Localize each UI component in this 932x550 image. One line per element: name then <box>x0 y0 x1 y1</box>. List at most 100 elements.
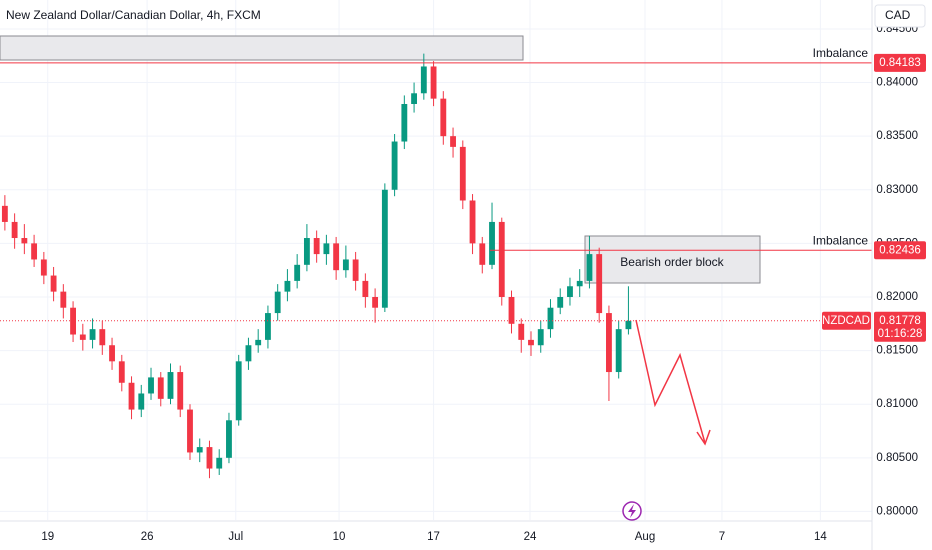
candle-body <box>479 243 486 265</box>
projection-arrow <box>635 319 706 444</box>
annotation-label: Imbalance <box>813 46 869 60</box>
y-tick-label: 0.81500 <box>876 345 918 357</box>
candle-body <box>615 329 622 373</box>
candle-body <box>255 339 262 346</box>
y-tick-label: 0.82000 <box>876 291 918 303</box>
candle-body <box>89 329 96 340</box>
x-tick-label: 19 <box>41 531 54 543</box>
candle-body <box>508 296 515 324</box>
candle-body <box>420 66 427 94</box>
candle-body <box>372 296 379 308</box>
candle-body <box>177 372 184 410</box>
candle-body <box>342 259 349 271</box>
candle-body <box>31 243 38 260</box>
candle-body <box>333 243 340 271</box>
candle-body <box>596 254 603 314</box>
imbalance-zone <box>0 35 524 61</box>
price-tag-label: 0.84183 <box>879 57 921 69</box>
candle-body <box>391 141 398 190</box>
overlay: Imbalance Imbalance <box>0 46 872 322</box>
x-tick-label: Aug <box>635 531 655 543</box>
arrow-head <box>696 429 711 446</box>
last-price-label: 0.81778 <box>879 315 921 327</box>
candle-body <box>284 280 291 292</box>
candle-body <box>187 409 193 453</box>
last-price-tag <box>874 311 926 342</box>
candle-body <box>157 377 164 399</box>
candle-body <box>148 377 154 394</box>
candle-body <box>235 361 242 421</box>
y-tick-label: 0.84000 <box>876 77 918 89</box>
candle-body <box>362 280 369 297</box>
candle-body <box>606 313 612 373</box>
currency[interactable]: CAD <box>885 8 911 22</box>
candle-body <box>381 189 388 308</box>
y-tick-label: 0.80000 <box>876 505 918 517</box>
candle-body <box>528 339 534 346</box>
annotation-label: Imbalance <box>813 233 869 247</box>
candle-body <box>265 313 271 340</box>
candle-body <box>79 334 86 340</box>
zone-label: Bearish order block <box>620 255 724 269</box>
candle-body <box>70 307 76 335</box>
x-tick-label: 26 <box>141 531 154 543</box>
candle-body <box>226 420 232 458</box>
candle-body <box>430 66 437 99</box>
candle-body <box>216 457 223 469</box>
x-tick-label: 7 <box>719 531 725 543</box>
candles <box>1 53 632 479</box>
price-tag <box>874 53 926 72</box>
candle-body <box>60 291 67 308</box>
candle-body <box>586 254 593 281</box>
candle-body <box>459 146 466 201</box>
candle-body <box>489 221 495 265</box>
x-tick-label: 14 <box>814 531 827 543</box>
candle-body <box>313 238 320 255</box>
candle-body <box>99 329 106 346</box>
x-tick-label: Jul <box>228 531 243 543</box>
price-tag <box>874 241 926 260</box>
y-tick-label: 0.81000 <box>876 398 918 410</box>
y-tick-label: 0.83500 <box>876 130 918 142</box>
candle-body <box>196 447 203 453</box>
candle-body <box>557 296 564 308</box>
candle-body <box>167 372 174 399</box>
symbol-tag-label: NZDCAD <box>822 315 870 327</box>
candle-body <box>294 264 301 281</box>
candle-body <box>274 291 281 314</box>
candle-body <box>440 98 447 137</box>
candle-body <box>11 221 18 239</box>
candle-body <box>498 221 505 297</box>
candle-body <box>303 238 310 265</box>
candle-body <box>625 320 632 330</box>
candle-body <box>323 243 330 255</box>
candle-body <box>537 329 544 346</box>
y-tick-label: 0.83000 <box>876 184 918 196</box>
x-tick-label: 24 <box>524 531 537 543</box>
candle-body <box>567 286 573 297</box>
axes: 0.800000.805000.810000.815000.820000.825… <box>41 23 926 543</box>
candle-body <box>128 382 135 410</box>
candle-body <box>109 345 115 362</box>
candle-body <box>576 280 583 287</box>
order-block-zone <box>584 235 761 284</box>
countdown-label: 01:16:28 <box>878 328 923 340</box>
candle-body <box>411 93 418 104</box>
symbol-tag <box>822 311 871 330</box>
x-tick-label: 17 <box>427 531 440 543</box>
candle-body <box>138 393 145 410</box>
candle-body <box>450 136 456 147</box>
price-tag-label: 0.82436 <box>879 244 921 256</box>
event-icon-bolt <box>628 504 636 518</box>
candle-body <box>547 307 554 330</box>
currency-box[interactable] <box>874 4 926 28</box>
candle-body <box>469 200 476 244</box>
chart-title: New Zealand Dollar/Canadian Dollar, 4h, … <box>6 8 261 22</box>
candle-body <box>352 259 359 281</box>
candle-body <box>50 275 57 292</box>
candle-body <box>1 205 8 222</box>
x-tick-label: 10 <box>333 531 346 543</box>
candle-body <box>40 259 47 276</box>
